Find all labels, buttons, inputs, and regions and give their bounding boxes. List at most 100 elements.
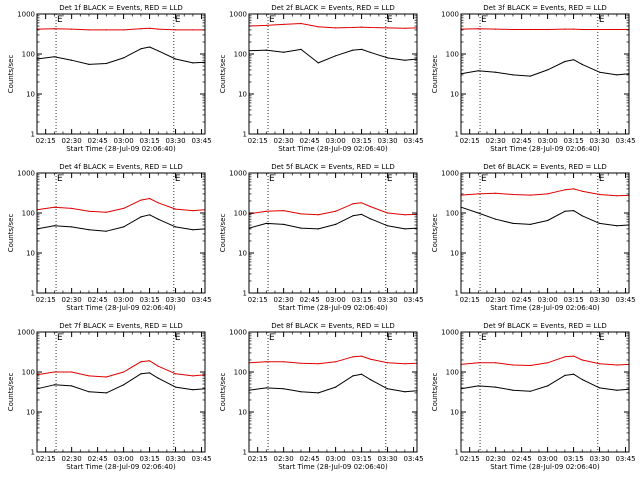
- events-data-point: [387, 225, 389, 227]
- events-data-point: [157, 50, 159, 52]
- x-tick-label: 03:30: [165, 455, 185, 463]
- events-data-point: [616, 389, 618, 391]
- lld-data-point: [157, 365, 159, 367]
- lld-data-point: [105, 211, 107, 213]
- x-tick-label: 02:30: [62, 455, 82, 463]
- y-tick-label: 1: [455, 290, 459, 298]
- x-tick-label: 03:00: [538, 296, 558, 304]
- lld-data-point: [404, 363, 406, 365]
- lld-data-point: [564, 189, 566, 191]
- events-data-point: [149, 46, 151, 48]
- x-tick-label: 02:45: [88, 455, 108, 463]
- events-series-line: [460, 373, 630, 392]
- lld-series-line: [248, 202, 418, 216]
- x-tick-label: 03:00: [114, 137, 134, 145]
- marker-label: E: [481, 333, 487, 343]
- y-tick-label: 1000: [17, 329, 35, 337]
- lld-data-point: [175, 208, 177, 210]
- x-tick-label: 03:45: [191, 455, 211, 463]
- x-tick-label: 02:30: [486, 296, 506, 304]
- lld-data-point: [123, 207, 125, 209]
- marker-label: E: [387, 15, 393, 25]
- lld-data-point: [564, 28, 566, 30]
- events-data-point: [512, 74, 514, 76]
- events-series-line: [248, 373, 418, 394]
- events-data-point: [265, 387, 267, 389]
- y-tick-label: 1: [455, 131, 459, 139]
- lld-data-point: [88, 29, 90, 31]
- lld-data-point: [361, 26, 363, 28]
- events-series-line: [248, 48, 418, 64]
- y-tick-label: 1000: [441, 329, 459, 337]
- lld-data-point: [369, 205, 371, 208]
- x-tick-label: 02:15: [460, 455, 480, 463]
- events-data-point: [335, 55, 337, 57]
- lld-data-point: [477, 193, 479, 195]
- events-data-point: [283, 388, 285, 390]
- y-tick-label: 100: [22, 369, 35, 377]
- lld-data-point: [512, 364, 514, 366]
- lld-data-point: [300, 213, 302, 215]
- lld-data-point: [495, 28, 497, 30]
- lld-data-point: [157, 202, 159, 204]
- events-data-point: [361, 213, 363, 215]
- lld-series-line: [460, 28, 629, 30]
- lld-data-point: [529, 194, 531, 196]
- x-tick-label: 03:00: [326, 455, 346, 463]
- marker-label: E: [481, 15, 487, 25]
- marker-label: E: [599, 333, 605, 343]
- y-tick-label: 10: [26, 409, 35, 417]
- x-tick-label: 03:00: [114, 455, 134, 463]
- x-tick-label: 02:15: [460, 296, 480, 304]
- x-tick-label: 03:45: [615, 455, 635, 463]
- marker-label: E: [269, 174, 275, 184]
- x-tick-label: 03:45: [615, 137, 635, 145]
- events-data-point: [265, 222, 267, 224]
- x-tick-label: 03:00: [538, 455, 558, 463]
- panel-title: Det 7f BLACK = Events, RED = LLD: [59, 322, 182, 330]
- lld-data-point: [387, 27, 389, 29]
- panel-title: Det 4f BLACK = Events, RED = LLD: [59, 163, 182, 171]
- lld-series-line: [248, 355, 418, 365]
- detector-panel-1: Det 1f BLACK = Events, RED = LLD E E 1 10 100…: [7, 4, 212, 153]
- lld-data-point: [573, 355, 575, 357]
- events-data-point: [300, 391, 302, 393]
- y-axis-label: Counts/sec: [219, 55, 227, 94]
- events-data-point: [564, 374, 566, 376]
- lld-data-point: [71, 371, 73, 373]
- lld-series-line: [460, 188, 630, 197]
- lld-data-point: [149, 360, 151, 362]
- events-data-point: [53, 56, 55, 58]
- y-axis-label: Counts/sec: [431, 373, 439, 412]
- events-data-point: [369, 218, 371, 220]
- events-data-point: [352, 375, 354, 377]
- y-axis-label: Counts/sec: [7, 55, 15, 94]
- events-data-point: [573, 59, 575, 61]
- events-data-point: [495, 386, 497, 388]
- y-tick-label: 100: [446, 369, 459, 377]
- events-data-point: [404, 391, 406, 393]
- lld-data-point: [599, 363, 601, 365]
- events-data-point: [404, 228, 406, 230]
- x-tick-label: 02:15: [248, 455, 268, 463]
- lld-data-point: [361, 355, 363, 357]
- y-tick-label: 1000: [17, 170, 35, 178]
- panel-title: Det 3f BLACK = Events, RED = LLD: [483, 4, 606, 12]
- lld-data-point: [387, 362, 389, 364]
- events-data-point: [53, 225, 55, 227]
- lld-data-point: [71, 28, 73, 30]
- events-data-point: [581, 378, 583, 381]
- lld-data-point: [361, 202, 363, 204]
- events-data-point: [512, 389, 514, 391]
- events-data-point: [71, 59, 73, 61]
- lld-data-point: [149, 197, 151, 200]
- events-data-point: [149, 372, 151, 374]
- lld-data-point: [404, 214, 406, 216]
- x-tick-label: 03:45: [191, 137, 211, 145]
- events-data-point: [599, 71, 601, 73]
- lld-data-point: [573, 28, 575, 30]
- lld-data-point: [352, 203, 354, 205]
- x-tick-label: 02:30: [486, 455, 506, 463]
- y-tick-label: 10: [450, 250, 459, 258]
- lld-data-point: [265, 361, 267, 363]
